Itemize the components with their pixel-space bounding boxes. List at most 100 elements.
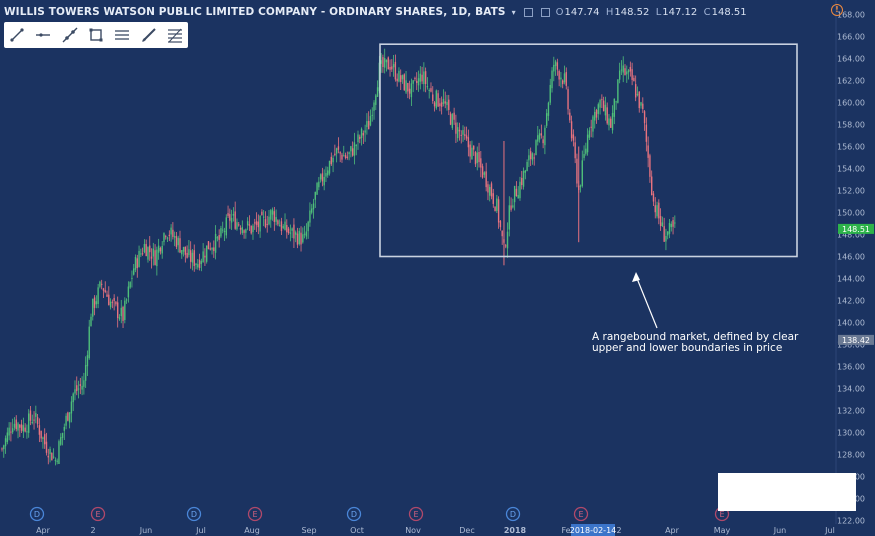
trend-line-icon[interactable] (8, 26, 26, 44)
svg-text:E: E (413, 510, 418, 519)
candle-body (209, 248, 211, 250)
x-tick-label: Jun (773, 526, 787, 535)
candle-body (588, 130, 591, 138)
candle-body (225, 217, 227, 236)
candle-body (76, 385, 78, 392)
candle-body (615, 101, 617, 103)
candle-body (29, 410, 32, 421)
fib-retracement-icon[interactable] (166, 26, 184, 44)
candle-body (291, 228, 293, 231)
candle-body (629, 66, 632, 72)
candle-body (286, 224, 288, 233)
candle-body (410, 83, 413, 98)
candle-body (432, 94, 434, 102)
candle-body (341, 154, 343, 160)
candle-body (108, 294, 110, 306)
x-tick-label: Oct (350, 526, 364, 535)
horizontal-ray-icon[interactable] (34, 26, 52, 44)
candle-body (51, 452, 53, 461)
candle-body (542, 139, 544, 144)
candle-body (81, 385, 83, 390)
dividend-event-marker[interactable]: D (29, 506, 45, 522)
y-tick-label: 146.00 (837, 253, 865, 262)
candle-body (405, 80, 407, 93)
dividend-event-marker[interactable]: D (505, 506, 521, 522)
y-tick-label: 158.00 (837, 121, 865, 130)
candle-body (197, 264, 199, 268)
candle-body (408, 88, 411, 94)
candle-body (166, 237, 169, 239)
candle-body (129, 282, 131, 288)
earnings-event-marker[interactable]: E (408, 506, 424, 522)
parallel-channel-icon[interactable] (113, 26, 131, 44)
candle-body (384, 58, 386, 68)
candle-body (403, 74, 405, 91)
candle-body (168, 234, 171, 236)
ohlc-close-key: C (703, 6, 711, 18)
candle-body (563, 73, 566, 83)
candle-body (206, 245, 208, 262)
candle-body (570, 121, 573, 139)
dividend-event-marker[interactable]: D (346, 506, 362, 522)
candle-body (124, 300, 126, 320)
candle-body (574, 142, 576, 159)
earnings-event-marker[interactable]: E (573, 506, 589, 522)
candle-body (33, 419, 35, 421)
ohlc-open: 147.74 (564, 6, 600, 18)
candle-body (367, 121, 370, 130)
candle-body (478, 151, 480, 163)
candle-body (449, 113, 452, 125)
candle-body (232, 213, 235, 216)
annotation-arrow-head (632, 272, 640, 282)
candle-body (667, 231, 669, 236)
candle-body (594, 111, 596, 121)
candle-body (90, 316, 92, 327)
x-tick-label: Apr (36, 526, 51, 535)
earnings-event-marker[interactable]: E (247, 506, 263, 522)
compare-icon[interactable] (540, 7, 550, 17)
candle-body (38, 425, 41, 435)
x-tick-label: Fe (561, 526, 570, 535)
svg-text:D: D (351, 510, 357, 519)
dropdown-caret-icon[interactable]: ▾ (511, 7, 516, 17)
candle-body (211, 248, 213, 250)
candle-body (618, 70, 621, 80)
candle-body (236, 222, 238, 230)
y-tick-label: 134.00 (837, 385, 865, 394)
candle-body (631, 69, 633, 80)
dividend-event-marker[interactable]: D (186, 506, 202, 522)
candle-body (524, 170, 527, 173)
candle-body (394, 61, 397, 80)
candle-body (24, 427, 26, 432)
rectangle-icon[interactable] (87, 26, 105, 44)
candle-body (10, 431, 12, 433)
candle-body (547, 102, 550, 116)
candle-body (67, 412, 69, 421)
pen-icon[interactable] (140, 26, 158, 44)
candle-body (323, 176, 325, 186)
info-icon[interactable]: ! (831, 4, 843, 16)
candle-body (45, 441, 48, 453)
extended-line-icon[interactable] (61, 26, 79, 44)
candle-body (391, 66, 393, 70)
candle-body (140, 253, 142, 255)
candle-body (230, 217, 233, 223)
chart-settings-icon[interactable] (523, 7, 533, 17)
y-tick-label: 140.00 (837, 319, 865, 328)
candle-body (640, 102, 642, 106)
earnings-event-marker[interactable]: E (90, 506, 106, 522)
candle-body (216, 237, 219, 239)
candle-body (360, 128, 363, 139)
candle-body (335, 148, 338, 154)
candle-body (560, 77, 562, 80)
candle-body (220, 228, 222, 237)
candle-body (400, 75, 402, 82)
candle-body (127, 286, 130, 298)
candle-body (295, 232, 297, 235)
candle-body (362, 133, 365, 136)
candle-body (56, 460, 58, 462)
candle-body (195, 263, 197, 265)
candle-body (627, 70, 630, 73)
ohlc-close: 148.51 (711, 6, 747, 18)
